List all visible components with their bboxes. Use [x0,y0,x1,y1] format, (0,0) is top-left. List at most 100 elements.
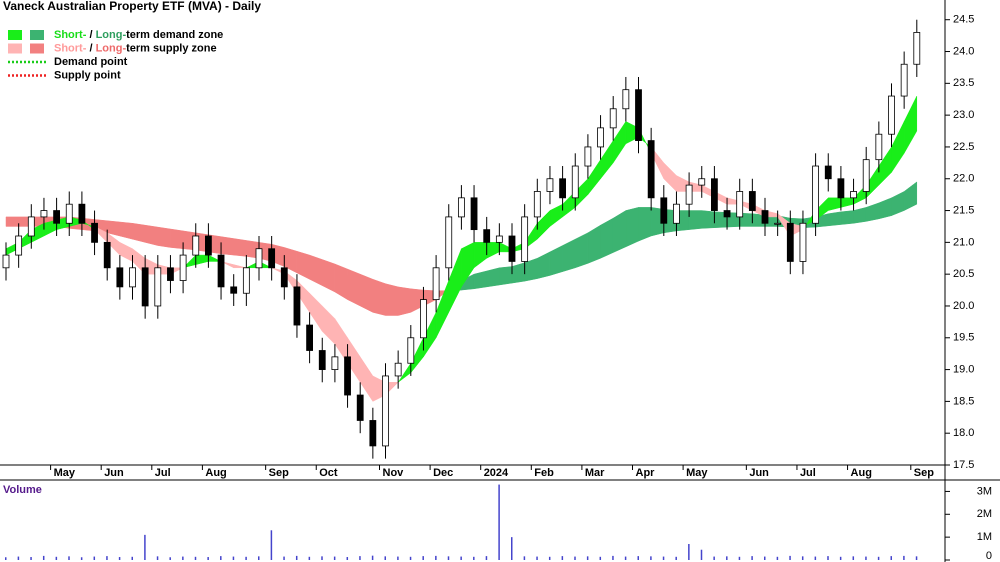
candle-body [685,184,693,205]
zone-segment [157,226,171,248]
zone-segment [587,224,601,264]
zone-segment [638,207,652,242]
candle-body [255,248,263,269]
candle-body [875,133,883,161]
volume-bar [435,555,437,560]
volume-bar [738,556,741,560]
x-tick-label: Aug [205,467,226,479]
volume-bar [447,556,450,560]
zone-segment [511,262,525,284]
zone-segment [473,270,487,290]
zone-segment [840,210,854,225]
zone-segment [473,242,487,269]
volume-bar [814,556,817,560]
x-tick-label: Dec [433,467,453,479]
volume-bar [359,556,361,560]
candle-body [711,178,718,211]
legend-text: / [86,42,95,54]
volume-bar [422,556,424,560]
zone-segment [385,283,399,316]
candle-body [445,216,453,269]
candle-body [116,267,124,288]
x-tick-label: Nov [383,467,405,479]
x-tick-label: Sep [914,467,934,479]
zone-segment [170,228,184,249]
y-tick-label: 20.5 [953,268,974,280]
volume-bar [333,556,336,560]
x-tick-label: Mar [585,467,605,479]
candle-body [673,203,680,224]
x-tick-label: Oct [319,467,338,479]
volume-bar [839,556,842,560]
candle-body [280,267,288,288]
zone-segment [625,207,639,248]
volume-bar [877,556,880,560]
candle-body [457,197,465,218]
volume-tick-label: 1M [977,531,992,543]
volume-bar [511,537,513,560]
legend-swatch [8,30,22,40]
chart-title: Vaneck Australian Property ETF (MVA) - D… [3,0,261,13]
zone-segment [891,191,905,217]
volume-bar [156,556,159,560]
candle-body [533,191,541,218]
candle-body [91,222,98,243]
candle-body [862,159,870,192]
volume-bar [17,556,20,560]
volume-bar [561,556,564,560]
x-tick-label: Jun [104,467,124,479]
volume-bar [258,556,260,560]
y-tick-label: 20.0 [953,300,974,312]
volume-bar [574,556,576,560]
legend-text: term demand zone [126,29,223,41]
volume-bar [30,557,32,560]
volume-bar [801,556,804,560]
candle-body [356,394,364,421]
candle-body [2,254,10,269]
volume-bar [852,556,855,560]
volume-bar [675,556,677,560]
volume-bar [131,556,133,560]
zone-segment [132,222,146,243]
candle-body [723,210,731,218]
zone-segment [233,264,247,269]
volume-bar [346,557,349,560]
candle-body [913,32,921,65]
legend-text: Short- [54,42,87,54]
volume-bar [460,556,462,560]
volume-bar [751,556,753,560]
volume-bar [637,556,639,560]
volume-bar [776,556,779,560]
candle-body [154,267,162,307]
zone-segment [549,203,563,227]
zone-segment [296,250,310,280]
candle-body [318,350,326,370]
volume-bar [270,530,273,560]
y-tick-label: 23.0 [953,109,974,121]
volume-bar [371,555,374,560]
zone [5,95,918,403]
volume-bar [220,556,222,560]
y-tick-label: 18.0 [953,427,974,439]
candle-body [508,235,516,262]
candle-body [27,216,35,237]
x-tick-label: May [54,467,76,479]
volume-bar [865,556,867,560]
volume-tick-label: 2M [977,508,992,520]
candle-body [660,197,668,224]
candle-body [331,356,339,370]
volume-bar [283,556,285,560]
x-tick-label: Jul [155,467,171,479]
zone-segment [828,197,842,211]
candle-body [799,222,807,262]
volume-bar [523,556,526,560]
zone-segment [372,278,386,316]
y-tick-label: 21.0 [953,236,974,248]
volume-bar [169,557,171,560]
zone-segment [233,238,247,257]
candle-body [647,140,655,199]
zone-segment [486,242,500,259]
zone-segment [309,254,323,287]
candle-body [167,267,174,281]
zone-segment [549,245,563,276]
